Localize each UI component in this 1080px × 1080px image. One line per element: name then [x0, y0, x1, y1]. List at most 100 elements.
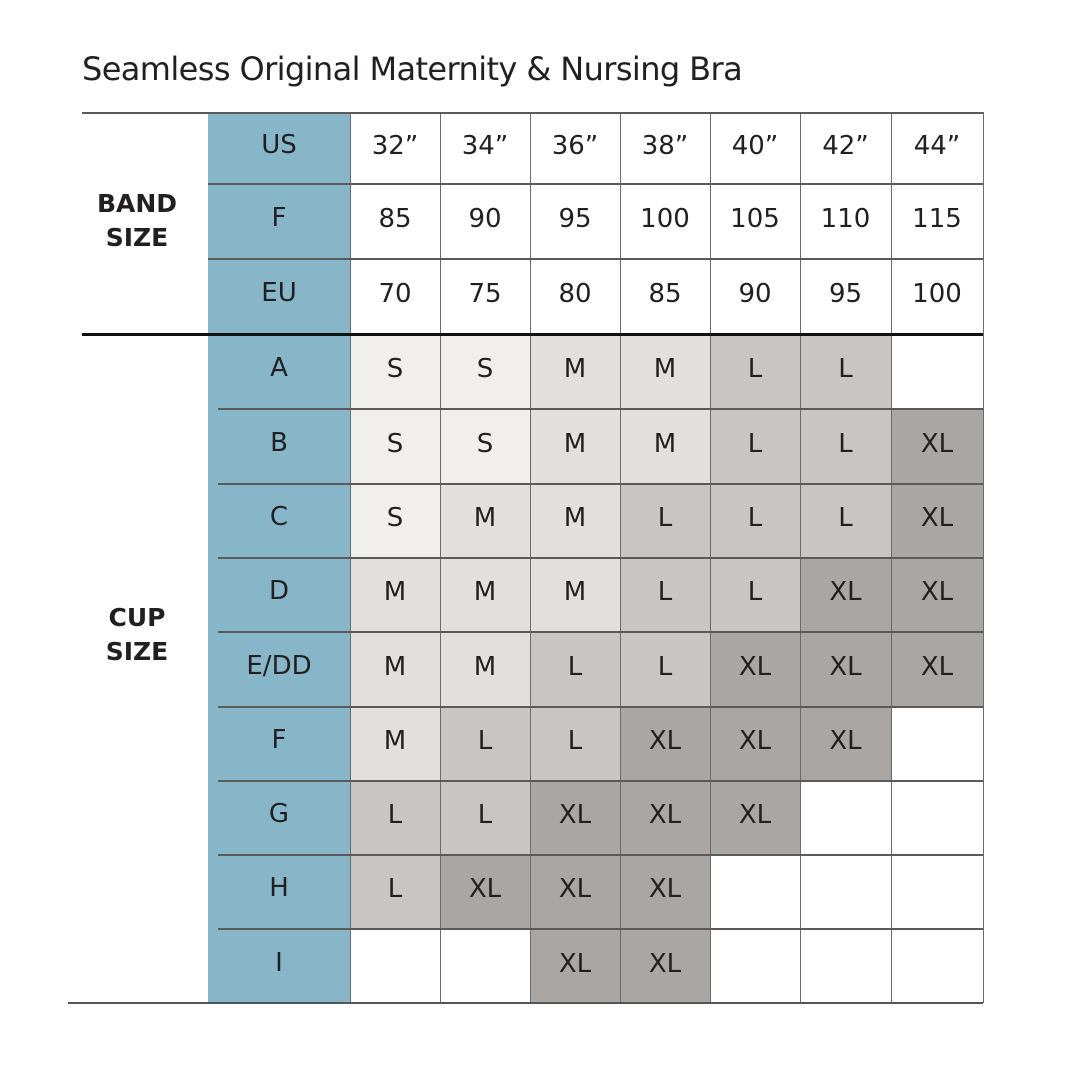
- cup-cell: L: [440, 706, 530, 780]
- cup-cell: M: [440, 557, 530, 631]
- row-divider: [82, 112, 983, 114]
- band-cell: 75: [440, 258, 530, 334]
- band-cell: 70: [350, 258, 440, 334]
- row-divider: [218, 854, 983, 856]
- band-cell: 90: [440, 183, 530, 258]
- cup-cell: XL: [620, 780, 710, 854]
- cup-row-label: E/DD: [208, 631, 350, 706]
- band-cell: 110: [800, 183, 891, 258]
- band-cell: 105: [710, 183, 800, 258]
- cup-cell: XL: [891, 557, 983, 631]
- cup-row-label: B: [208, 408, 350, 483]
- row-divider: [208, 183, 983, 185]
- band-cell: 100: [620, 183, 710, 258]
- cup-cell: XL: [440, 854, 530, 928]
- cup-cell: [800, 854, 891, 928]
- cup-cell: [891, 928, 983, 1003]
- cup-row-label: I: [208, 928, 350, 1003]
- cup-cell: XL: [891, 631, 983, 706]
- cup-cell: XL: [620, 854, 710, 928]
- cup-cell: M: [530, 408, 620, 483]
- cup-cell: M: [620, 334, 710, 408]
- cup-label-line1: CUP: [108, 603, 166, 632]
- cup-cell: XL: [800, 706, 891, 780]
- cup-cell: XL: [710, 706, 800, 780]
- band-cell: 36”: [530, 112, 620, 183]
- cup-row-label: H: [208, 854, 350, 928]
- band-cell: 95: [800, 258, 891, 334]
- band-row-label: US: [208, 112, 350, 183]
- section-divider: [82, 333, 983, 336]
- band-cell: 115: [891, 183, 983, 258]
- cup-label-line2: SIZE: [105, 637, 169, 666]
- band-cell: 38”: [620, 112, 710, 183]
- cup-cell: S: [350, 334, 440, 408]
- band-cell: 85: [350, 183, 440, 258]
- cup-cell: XL: [620, 928, 710, 1003]
- cup-cell: XL: [800, 631, 891, 706]
- column-divider: [983, 112, 984, 1003]
- cup-cell: M: [350, 706, 440, 780]
- band-cell: 85: [620, 258, 710, 334]
- cup-cell: L: [530, 631, 620, 706]
- cup-cell: [800, 780, 891, 854]
- cup-cell: [710, 928, 800, 1003]
- cup-row-label: C: [208, 483, 350, 557]
- band-size-label: BAND SIZE: [74, 187, 200, 255]
- cup-size-label: CUP SIZE: [74, 601, 200, 669]
- band-cell: 100: [891, 258, 983, 334]
- band-row-label: EU: [208, 258, 350, 334]
- band-row-label: F: [208, 183, 350, 258]
- cup-cell: XL: [530, 928, 620, 1003]
- cup-cell: L: [800, 334, 891, 408]
- band-cell: 34”: [440, 112, 530, 183]
- cup-cell: L: [620, 483, 710, 557]
- cup-cell: S: [350, 408, 440, 483]
- band-cell: 90: [710, 258, 800, 334]
- cup-cell: M: [530, 483, 620, 557]
- cup-cell: S: [440, 408, 530, 483]
- bottom-border: [68, 1002, 983, 1004]
- cup-cell: S: [350, 483, 440, 557]
- cup-cell: XL: [710, 780, 800, 854]
- cup-cell: M: [350, 557, 440, 631]
- cup-cell: L: [710, 483, 800, 557]
- cup-cell: L: [350, 780, 440, 854]
- cup-cell: L: [710, 334, 800, 408]
- cup-cell: L: [530, 706, 620, 780]
- cup-cell: L: [710, 557, 800, 631]
- band-cell: 44”: [891, 112, 983, 183]
- band-cell: 42”: [800, 112, 891, 183]
- cup-cell: S: [440, 334, 530, 408]
- row-divider: [218, 408, 983, 410]
- band-cell: 95: [530, 183, 620, 258]
- band-cell: 40”: [710, 112, 800, 183]
- band-label-line1: BAND: [96, 189, 178, 218]
- row-divider: [218, 557, 983, 559]
- cup-cell: L: [800, 483, 891, 557]
- cup-cell: XL: [891, 408, 983, 483]
- cup-cell: L: [350, 854, 440, 928]
- cup-cell: L: [620, 631, 710, 706]
- cup-cell: [800, 928, 891, 1003]
- cup-cell: [710, 854, 800, 928]
- cup-cell: XL: [891, 483, 983, 557]
- cup-cell: M: [440, 631, 530, 706]
- row-divider: [208, 258, 983, 260]
- cup-cell: [891, 706, 983, 780]
- band-label-line2: SIZE: [105, 223, 169, 252]
- cup-row-label: D: [208, 557, 350, 631]
- cup-cell: L: [800, 408, 891, 483]
- cup-cell: [350, 928, 440, 1003]
- cup-cell: XL: [620, 706, 710, 780]
- cup-cell: M: [620, 408, 710, 483]
- cup-cell: [440, 928, 530, 1003]
- cup-cell: XL: [800, 557, 891, 631]
- cup-cell: M: [530, 334, 620, 408]
- cup-cell: L: [440, 780, 530, 854]
- cup-row-label: F: [208, 706, 350, 780]
- row-divider: [218, 780, 983, 782]
- cup-cell: L: [710, 408, 800, 483]
- cup-cell: L: [620, 557, 710, 631]
